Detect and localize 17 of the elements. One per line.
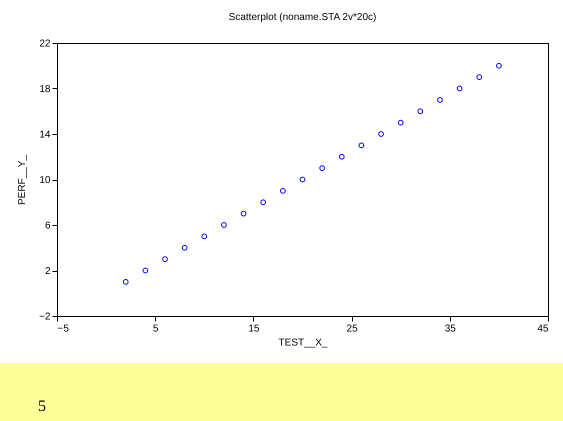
y-tick-label: 14 [39, 130, 51, 140]
y-tick-label: 22 [39, 38, 51, 50]
x-tick-label: 35 [444, 324, 456, 334]
x-axis-title: TEST__X_ [278, 338, 328, 348]
y-tick-label: 18 [39, 84, 51, 95]
x-tick-label: 5 [152, 324, 159, 334]
x-tick-label: 25 [346, 324, 358, 334]
y-axis-title: PERF__Y_ [17, 154, 28, 206]
x-tick-label: 45 [537, 324, 549, 334]
y-tick-label: −2 [39, 312, 51, 322]
x-tick-label: 15 [248, 324, 260, 334]
y-tick-label: 2 [44, 266, 51, 277]
chart-title: Scatterplot (noname.STA 2v*20c) [228, 12, 376, 23]
y-tick-label: 10 [39, 175, 51, 186]
x-tick-label: −5 [58, 324, 70, 334]
text: 5 [38, 398, 46, 416]
y-tick-label: 6 [44, 220, 51, 232]
